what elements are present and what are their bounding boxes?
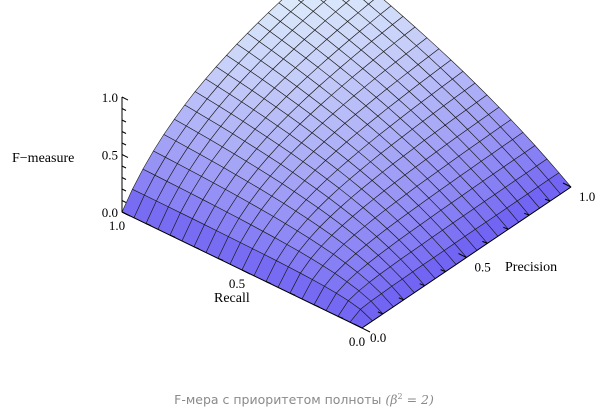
surface-mesh (121, 0, 572, 329)
x-minor-tick (419, 283, 425, 287)
z-minor-tick (121, 142, 127, 146)
y-minor-tick (145, 223, 152, 227)
x-minor-tick (503, 226, 509, 230)
z-tick-label: 0.5 (102, 148, 118, 163)
z-minor-tick (121, 177, 127, 180)
y-tick-label: 0.5 (229, 276, 245, 291)
caption-formula: (β2 = 2) (385, 392, 433, 407)
x-tick-label: 0.0 (370, 330, 386, 345)
y-tick (241, 269, 251, 275)
x-tick (353, 323, 363, 329)
surface-patch (342, 0, 350, 4)
z-tick (121, 96, 129, 101)
surface-plot: 0.0 0.5 1.0 0.0 0.5 1.0 0.0 0.5 1.0 F−measure Re… (12, 0, 596, 349)
x-tick-label: 1.0 (579, 189, 595, 204)
figure-caption: F-мера с приоритетом полноты (β2 = 2) (0, 392, 608, 407)
y-minor-tick (313, 304, 320, 308)
y-minor-tick (289, 292, 296, 296)
y-minor-tick (193, 246, 200, 250)
x-axis-label: Precision (505, 260, 557, 275)
x-tick (562, 182, 572, 188)
surface-patch (363, 0, 375, 5)
x-minor-tick (377, 311, 384, 315)
caption-text: F-мера с приоритетом полноты (174, 392, 382, 408)
z-minor-tick (121, 200, 127, 203)
caption-math-open: (β (385, 392, 398, 408)
y-minor-tick (217, 257, 224, 261)
x-minor-tick (544, 198, 551, 202)
y-axis-label: Recall (214, 291, 250, 306)
x-minor-tick (524, 212, 530, 216)
y-minor-tick (169, 234, 176, 238)
x-tick-label: 0.5 (475, 260, 491, 275)
y-tick-label: 0.0 (349, 334, 365, 349)
x-minor-tick (482, 240, 488, 244)
z-minor-tick (121, 131, 127, 134)
z-minor-tick (121, 119, 127, 123)
surface-patch (297, 0, 305, 3)
y-minor-tick (337, 315, 344, 319)
plot-svg: 0.00.51.00.00.51.00.00.51.0 F−measure Re… (12, 0, 596, 349)
tick-labels: 0.00.51.00.00.51.00.00.51.0 (102, 90, 596, 349)
y-tick (361, 327, 371, 333)
y-minor-tick (265, 281, 272, 285)
x-minor-tick (440, 269, 446, 273)
z-tick-label: 0.0 (102, 205, 118, 220)
caption-math-sup: 2 (397, 392, 403, 401)
x-tick (458, 253, 467, 258)
y-tick-label: 1.0 (109, 218, 125, 233)
z-tick-label: 1.0 (102, 90, 118, 105)
z-axis-label: F−measure (12, 151, 74, 166)
x-minor-tick (398, 297, 404, 301)
surface-patch (320, 0, 327, 3)
caption-math-close: = 2) (402, 392, 434, 408)
z-minor-tick (121, 108, 127, 111)
z-minor-tick (121, 188, 127, 192)
z-tick (121, 211, 129, 216)
z-tick (121, 154, 129, 158)
z-minor-tick (121, 165, 127, 169)
